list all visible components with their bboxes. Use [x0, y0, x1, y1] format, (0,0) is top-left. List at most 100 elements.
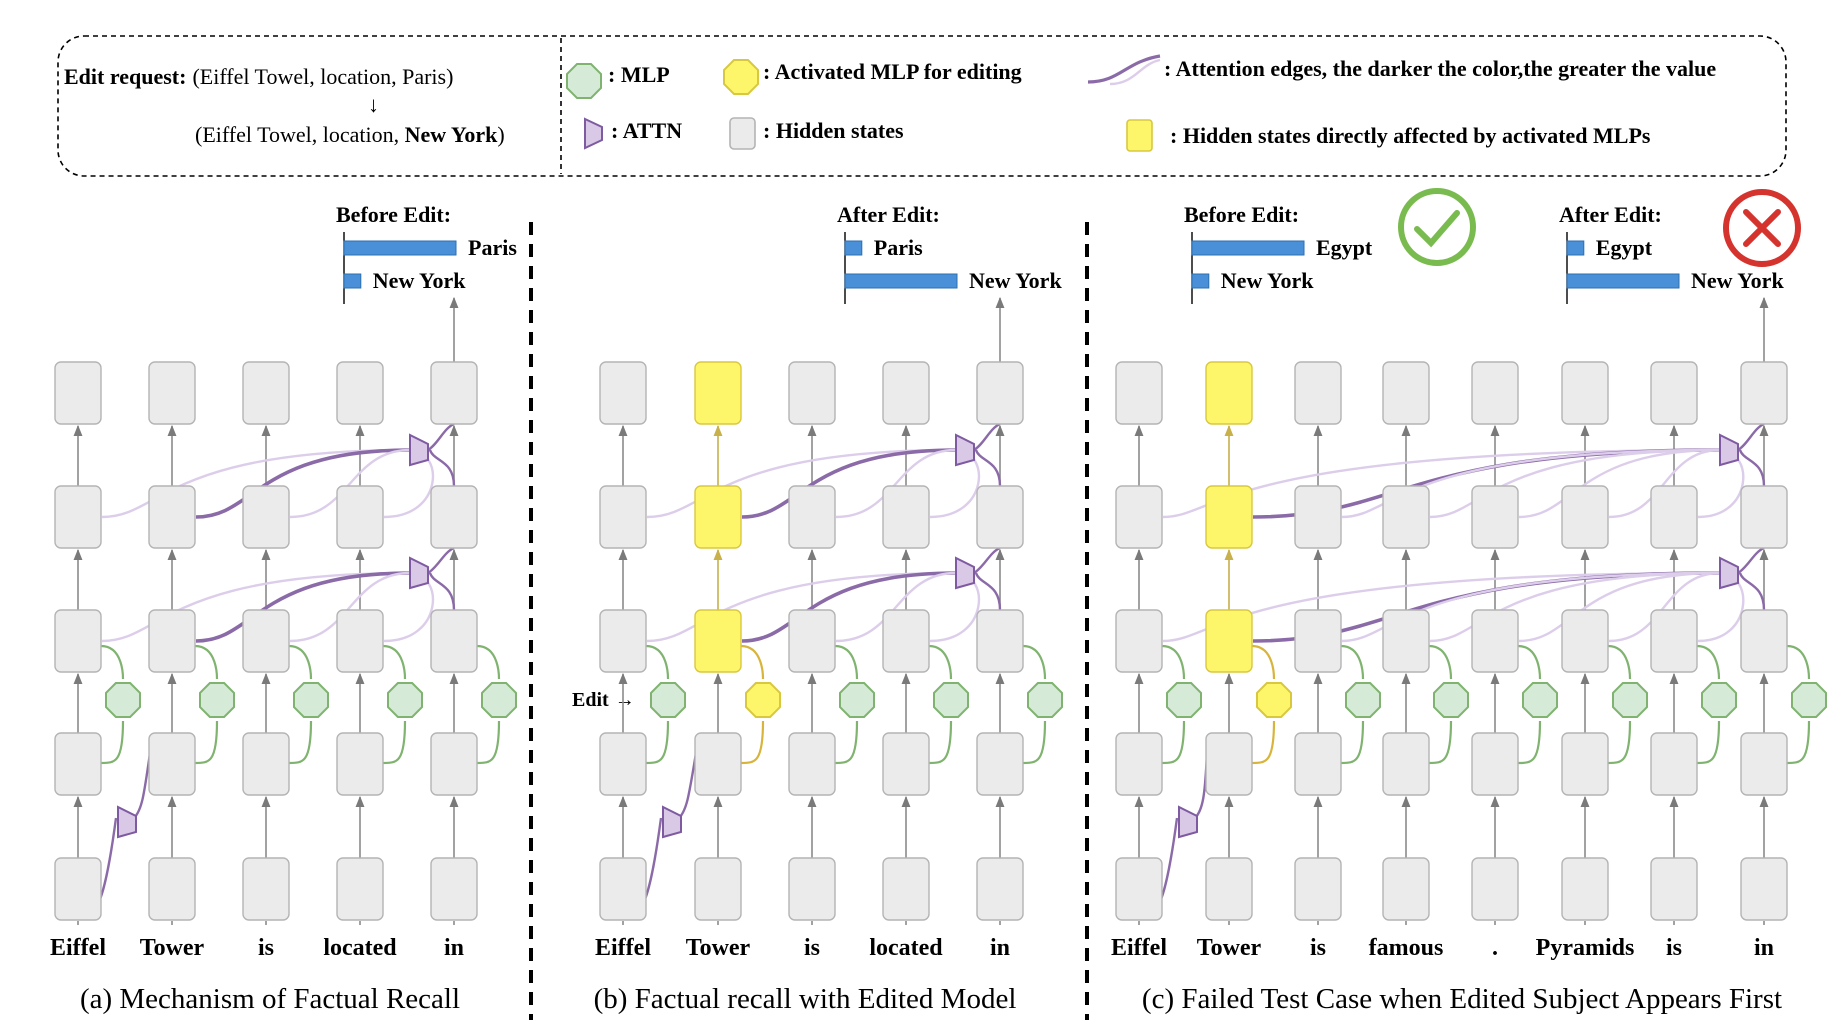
hidden-state — [1650, 732, 1698, 796]
hidden-state — [1740, 732, 1788, 796]
caption-b: (b) Factual recall with Edited Model — [594, 983, 1017, 1015]
legend-mlp-icon — [566, 63, 602, 99]
mlp-connector — [1340, 720, 1365, 765]
affected-hidden-state — [694, 361, 742, 425]
legend-attention-text: : Attention edges, the darker the color,… — [1164, 56, 1716, 81]
hidden-state — [1294, 485, 1342, 549]
token-label: famous — [1369, 935, 1444, 961]
affected-hidden-state — [1205, 485, 1253, 549]
legend-hidden-state-icon — [729, 117, 756, 150]
hidden-state — [1205, 732, 1253, 796]
mlp-icon — [481, 682, 517, 718]
attention-connector — [974, 572, 1002, 611]
attention-edge-weak — [1162, 448, 1721, 519]
hidden-state — [1115, 857, 1163, 921]
token-label: is — [804, 935, 820, 961]
panel-c: Eiffel Tower is famous. Pyramids is in Before E… — [1111, 188, 1827, 961]
chart-bar-label: New York — [969, 268, 1062, 293]
hidden-state — [976, 361, 1024, 425]
hidden-state — [54, 857, 102, 921]
hidden-state — [1471, 732, 1519, 796]
hidden-state — [1294, 609, 1342, 673]
attention-edge-weak — [835, 571, 957, 643]
attention-edge-weak — [1341, 571, 1721, 643]
hidden-state — [882, 609, 930, 673]
legend-affected-state-text: : Hidden states directly affected by act… — [1170, 123, 1651, 148]
hidden-state — [148, 485, 196, 549]
mlp-connector — [1022, 644, 1047, 680]
attention-edge-weak — [1429, 571, 1721, 643]
hidden-state — [1294, 732, 1342, 796]
mlp-connector — [928, 720, 953, 765]
hidden-state — [788, 857, 836, 921]
hidden-state — [1561, 361, 1609, 425]
hidden-state — [1650, 857, 1698, 921]
token-label: . — [1492, 935, 1498, 961]
mlp-icon — [199, 682, 235, 718]
legend-attention-edge-icon — [1087, 54, 1161, 84]
mlp-icon — [1522, 682, 1558, 718]
hidden-state — [242, 857, 290, 921]
token-label: Tower — [1197, 935, 1262, 961]
mlp-connector — [100, 644, 125, 680]
chart-bar-label: Paris — [468, 235, 517, 260]
attention-connector — [678, 752, 698, 819]
mlp-connector — [1696, 644, 1721, 680]
chart-bar-label: Egypt — [1596, 235, 1653, 260]
hidden-state — [1115, 732, 1163, 796]
check-mark-icon — [1414, 210, 1460, 248]
chart-bar — [1191, 240, 1305, 256]
mlp-icon — [1701, 682, 1737, 718]
mlp-connector — [382, 644, 407, 680]
mlp-connector — [1161, 644, 1186, 680]
hidden-state — [1115, 609, 1163, 673]
mlp-connector — [834, 644, 859, 680]
attention-connector — [973, 546, 1001, 575]
mlp-connector — [1251, 720, 1276, 765]
mlp-connector — [194, 720, 219, 765]
token-label: Eiffel — [1111, 935, 1167, 961]
mlp-connector — [834, 720, 859, 765]
chart-bar-label: New York — [373, 268, 466, 293]
hidden-state — [1471, 485, 1519, 549]
hidden-state — [882, 361, 930, 425]
attention-connector — [133, 752, 152, 819]
hidden-state — [882, 857, 930, 921]
cross-circle-icon — [1723, 189, 1801, 267]
token-label: Tower — [686, 935, 751, 961]
edit-request-new-object: New York — [405, 122, 498, 147]
hidden-state — [242, 485, 290, 549]
hidden-state — [242, 732, 290, 796]
mlp-connector — [740, 644, 765, 680]
affected-hidden-state — [694, 485, 742, 549]
attention-edge-strong — [741, 448, 957, 519]
mlp-icon — [1027, 682, 1063, 718]
hidden-state — [1382, 361, 1430, 425]
chart-title: After Edit: — [1559, 202, 1662, 227]
attention-connector — [427, 422, 455, 452]
chart-title: After Edit: — [837, 202, 940, 227]
attn-icon — [955, 556, 975, 590]
attention-connector — [428, 572, 456, 611]
hidden-state — [1740, 361, 1788, 425]
hidden-state — [1471, 857, 1519, 921]
edit-request-label: Edit request: — [64, 64, 186, 89]
hidden-state — [1471, 609, 1519, 673]
attention-edge-weak — [101, 571, 411, 643]
attn-icon — [1719, 433, 1739, 467]
legend-attn-icon — [584, 117, 603, 150]
check-circle-icon — [1398, 188, 1476, 266]
mlp-connector — [1607, 720, 1632, 765]
hidden-state — [430, 361, 478, 425]
attention-edge-strong — [195, 448, 411, 519]
attention-connector — [1737, 546, 1765, 575]
attention-edge-weak — [1608, 448, 1721, 519]
edit-request-arrow: ↓ — [368, 92, 379, 117]
hidden-state — [54, 485, 102, 549]
hidden-state — [599, 857, 647, 921]
hidden-state — [430, 485, 478, 549]
mlp-connector — [382, 720, 407, 765]
chart-bar — [343, 273, 362, 289]
hidden-state — [599, 609, 647, 673]
